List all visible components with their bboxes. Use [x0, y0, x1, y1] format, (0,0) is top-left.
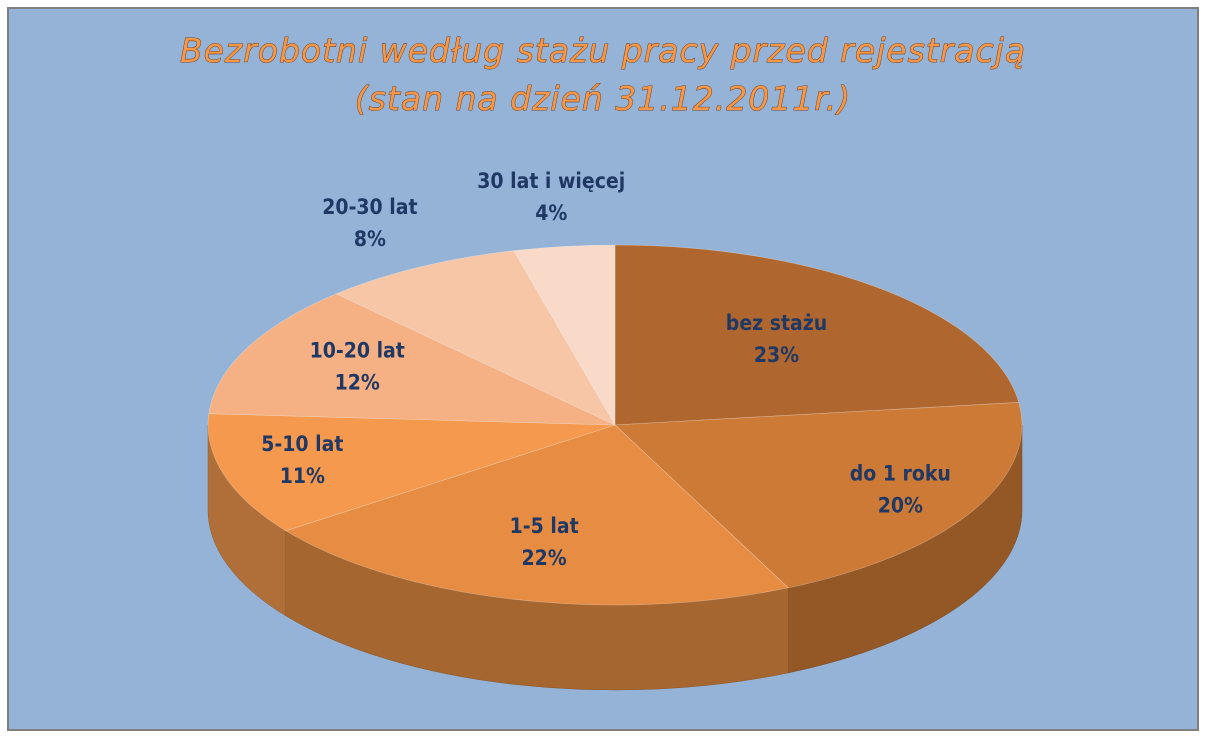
chart-subtitle: (stan na dzień 31.12.2011r.) — [355, 79, 851, 118]
data-label-value: 22% — [522, 546, 567, 570]
data-label-name: do 1 roku — [850, 461, 951, 485]
data-label-value: 23% — [754, 343, 799, 367]
slice — [208, 293, 616, 426]
data-label-name: 5-10 lat — [261, 432, 343, 456]
data-label-value: 20% — [878, 493, 923, 517]
slice — [614, 244, 1020, 426]
chart-title: Bezrobotni według stażu pracy przed reje… — [180, 31, 1026, 70]
slice — [285, 424, 789, 606]
data-label-value: 8% — [354, 227, 386, 251]
data-label-value: 11% — [280, 464, 325, 488]
data-label-name: bez stażu — [726, 311, 827, 335]
data-label-value: 12% — [335, 370, 380, 394]
slice — [513, 244, 616, 427]
slice — [207, 413, 616, 532]
data-label-name: 10-20 lat — [310, 338, 405, 362]
data-label-value: 4% — [535, 201, 567, 225]
slice — [614, 402, 1023, 589]
data-label-name: 20-30 lat — [322, 195, 417, 219]
data-label-name: 30 lat i więcej — [477, 169, 625, 193]
slice — [335, 250, 616, 426]
data-label-name: 1-5 lat — [510, 514, 579, 538]
